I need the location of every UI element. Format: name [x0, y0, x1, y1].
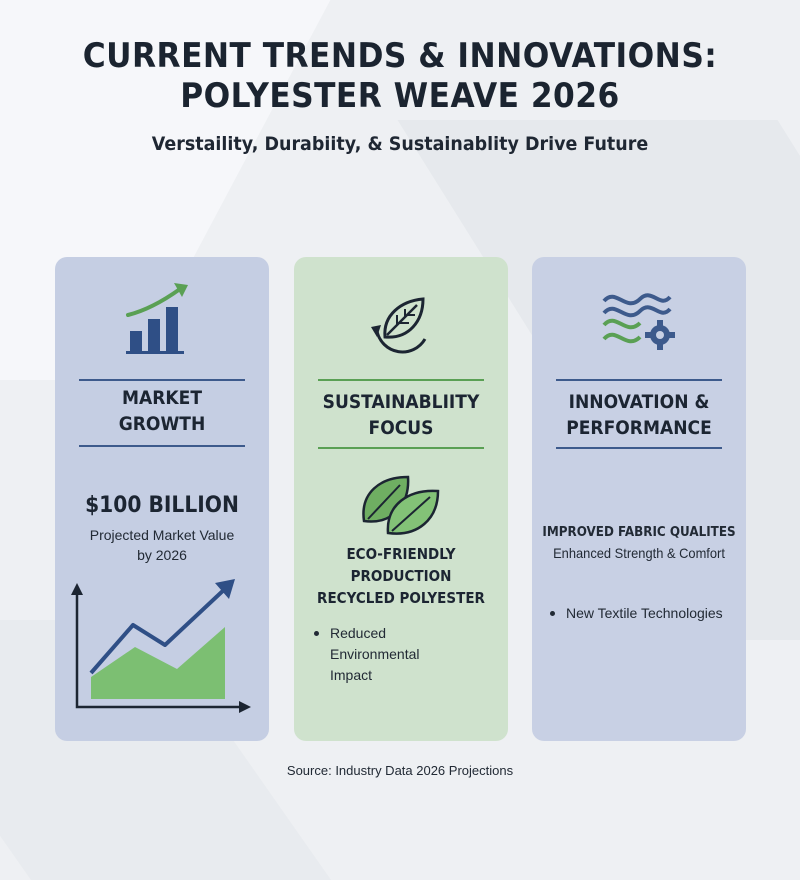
text-line: Enhanced Strength & Comfort: [553, 545, 725, 561]
text-line: ECO-FRIENDLY: [346, 545, 456, 563]
heading-rule-bottom: [318, 447, 484, 449]
innovation-card: INNOVATION & PERFORMANCE IMPROVED FABRIC…: [532, 257, 746, 741]
market-value: $100 BILLION: [85, 493, 239, 518]
heading-rule-bottom: [79, 445, 245, 447]
page-title: CURRENT TRENDS & INNOVATIONS: POLYESTER …: [32, 36, 768, 116]
text-line: IMPROVED FABRIC QUALITES: [542, 525, 736, 540]
eco-production-text: ECO-FRIENDLY PRODUCTION RECYCLED POLYEST…: [305, 543, 498, 609]
heading-line: FOCUS: [368, 417, 434, 439]
title-line-2: POLYESTER WEAVE 2026: [180, 76, 620, 116]
market-caption: Projected Market Value by 2026: [55, 525, 269, 565]
bullet-item: Reduced Environmental Impact: [314, 623, 420, 686]
source-note: Source: Industry Data 2026 Projections: [286, 763, 514, 778]
bullet-line: Environmental: [330, 646, 420, 662]
page-subtitle: Verstaility, Durabiity, & Sustainablity …: [151, 133, 649, 155]
heading-line: PERFORMANCE: [566, 417, 712, 439]
text-line: PRODUCTION: [350, 567, 452, 585]
heading-line: INNOVATION &: [568, 391, 710, 413]
heading-rule-top: [556, 379, 722, 381]
sustainability-card: SUSTAINABLIITY FOCUS ECO-FRIENDLY PRODUC…: [294, 257, 508, 741]
card-heading: MARKET GROWTH: [66, 385, 259, 437]
bullet-dot: [314, 631, 319, 636]
heading-line: SUSTAINABLIITY: [322, 391, 480, 413]
card-heading: INNOVATION & PERFORMANCE: [543, 389, 736, 441]
caption-line: by 2026: [137, 547, 187, 563]
woven-fibers-gear-icon: [594, 283, 684, 360]
bullet-line: Impact: [330, 667, 373, 683]
heading-rule-bottom: [556, 447, 722, 449]
bar-chart-growth-icon: [122, 279, 202, 364]
market-growth-card: MARKET GROWTH $100 BILLION Projected Mar…: [55, 257, 269, 741]
bullet-line: New Textile Technologies: [566, 605, 723, 621]
bullet-line: Reduced: [330, 625, 387, 641]
heading-line: GROWTH: [118, 413, 206, 435]
heading-rule-top: [79, 379, 245, 381]
leaf-cycle-icon: [363, 287, 439, 368]
caption-line: Projected Market Value: [89, 527, 235, 543]
two-leaves-icon: [356, 469, 446, 544]
fabric-qualities-text: IMPROVED FABRIC QUALITES Enhanced Streng…: [541, 523, 738, 563]
heading-line: MARKET: [121, 387, 203, 409]
bullet-item: New Textile Technologies: [550, 603, 723, 624]
text-line: RECYCLED POLYESTER: [317, 589, 485, 607]
trend-line-area-chart-icon: [65, 573, 260, 723]
bullet-dot: [550, 611, 555, 616]
title-line-1: CURRENT TRENDS & INNOVATIONS:: [82, 36, 718, 76]
card-heading: SUSTAINABLIITY FOCUS: [305, 389, 498, 441]
heading-rule-top: [318, 379, 484, 381]
